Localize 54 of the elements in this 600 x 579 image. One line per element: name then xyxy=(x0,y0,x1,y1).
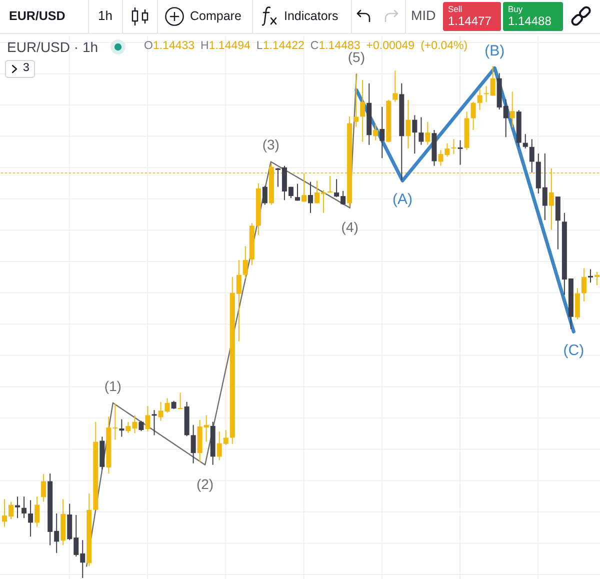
candlestick xyxy=(28,500,34,538)
annotation: (A) xyxy=(392,191,413,208)
annotation: (3) xyxy=(262,136,280,153)
candlestick xyxy=(458,140,463,166)
candlestick xyxy=(380,106,385,159)
candlestick xyxy=(510,91,515,128)
candlestick xyxy=(477,88,482,111)
sell-button: Sell 1.14477 xyxy=(443,2,501,31)
candlestick xyxy=(451,138,456,155)
candlestick xyxy=(119,418,124,438)
expand-button: 3 xyxy=(5,60,35,78)
candlestick xyxy=(22,496,27,519)
candlestick xyxy=(406,99,411,149)
candlestick xyxy=(190,424,196,464)
candlestick xyxy=(581,268,586,302)
candlestick xyxy=(308,181,314,214)
chart-title: EUR/USD · 1h xyxy=(7,38,98,56)
candlestick xyxy=(152,410,157,436)
candlestick xyxy=(145,405,150,432)
text: Compare xyxy=(190,8,242,24)
annotation: (4) xyxy=(341,218,358,235)
candlestick xyxy=(360,79,366,142)
annotation: (2) xyxy=(196,476,214,492)
candlestick xyxy=(242,246,248,279)
annotation: (B) xyxy=(484,42,505,60)
candlestick xyxy=(425,121,430,146)
annotation: (C) xyxy=(563,342,584,360)
candlestick xyxy=(522,134,528,149)
candlestick xyxy=(392,70,398,102)
candlestick xyxy=(302,173,306,202)
candlestick xyxy=(354,74,359,128)
annotation: (1) xyxy=(104,378,122,394)
candlestick xyxy=(178,392,183,410)
candlestick xyxy=(328,176,333,193)
candlestick xyxy=(373,122,378,141)
text: EUR/USD xyxy=(9,8,66,24)
candlestick xyxy=(138,420,144,432)
candlestick xyxy=(34,496,40,528)
candlestick xyxy=(588,268,593,284)
annotation: 3 xyxy=(23,62,30,76)
text: Indicators xyxy=(284,8,338,24)
candlestick xyxy=(529,138,534,173)
candlestick xyxy=(294,183,300,202)
candlestick xyxy=(412,114,418,154)
candlestick xyxy=(548,168,554,230)
candlestick xyxy=(470,101,476,130)
text: MID xyxy=(411,8,436,24)
candlestick xyxy=(15,496,20,519)
buy-button: Buy 1.14488 xyxy=(503,2,563,31)
candlestick xyxy=(41,474,46,502)
text: 1h xyxy=(98,8,112,24)
candlestick xyxy=(594,271,600,286)
candlestick xyxy=(262,185,268,206)
candlestick xyxy=(418,116,424,146)
